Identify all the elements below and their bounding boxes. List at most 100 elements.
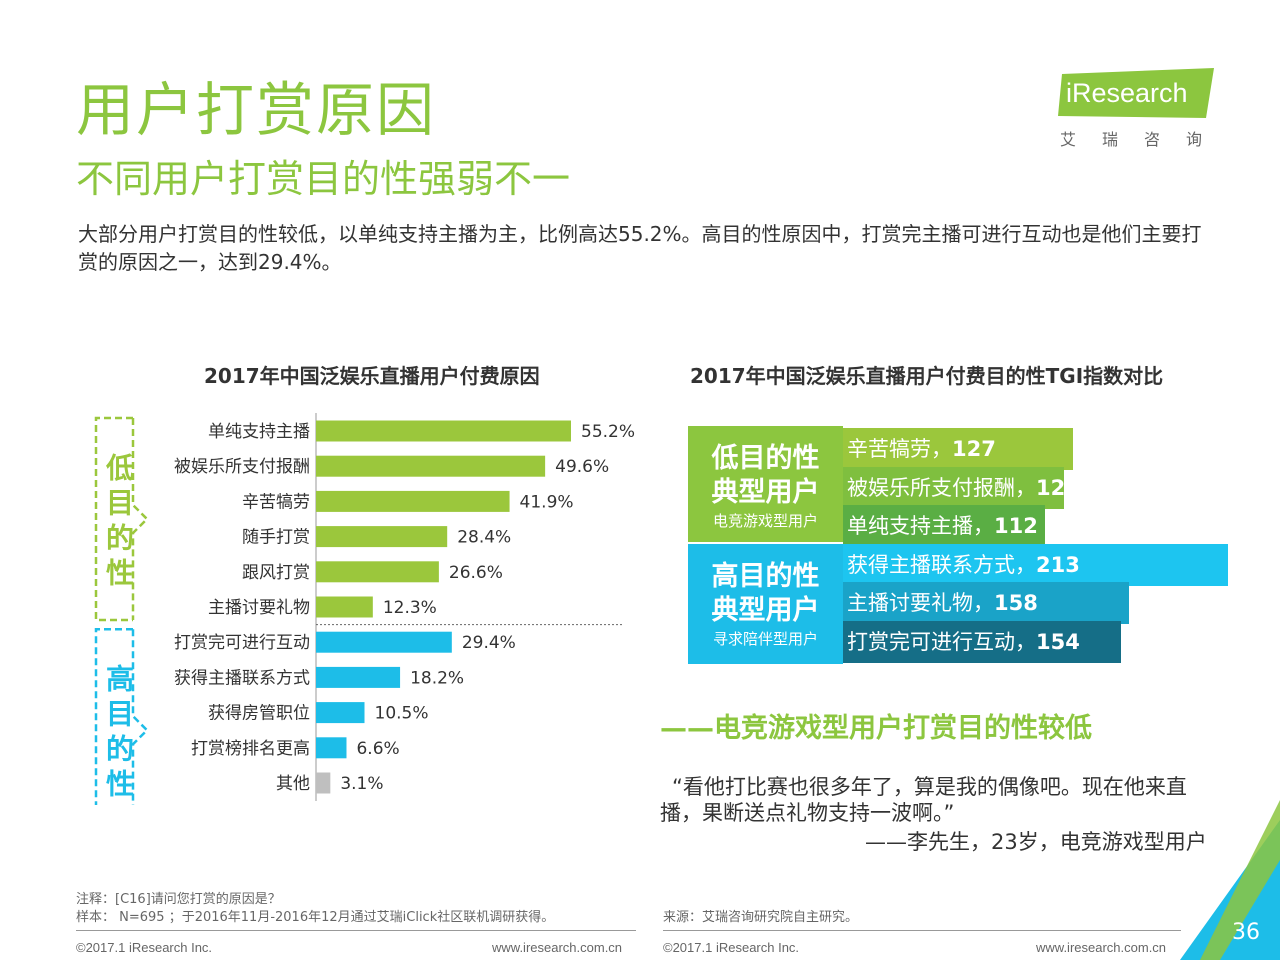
quote-attribution: ——李先生，23岁，电竞游戏型用户 xyxy=(865,830,1207,854)
category-label-5: 主播讨要礼物 xyxy=(208,598,310,618)
value-label-1: 49.6% xyxy=(555,457,609,477)
value-label-4: 26.6% xyxy=(449,563,503,583)
value-label-0: 55.2% xyxy=(581,422,635,442)
tgi-comparison-chart: 低目的性 典型用户 电竞游戏型用户 高目的性 典型用户 寻求陪伴型用户 辛苦犒劳，127 被娱… xyxy=(688,426,1248,666)
logo-text: iResearch xyxy=(1066,78,1188,108)
tgi-bar-1: 被娱乐所支付报酬，122 xyxy=(843,466,1080,509)
group-label-char-1-2: 的 xyxy=(106,733,134,766)
category-label-3: 随手打赏 xyxy=(242,528,310,548)
value-label-9: 6.6% xyxy=(356,739,399,759)
tgi-sep-0: ， xyxy=(931,437,952,461)
tgi-group-title-line1-0: 低目的性 xyxy=(711,443,820,474)
quote-line-1: “看他打比赛也很多年了，算是我的偶像吧。现在他来直 xyxy=(672,775,1187,799)
group-label-char-1-0: 高 xyxy=(106,663,134,696)
group-label-char-0-3: 性 xyxy=(106,557,134,590)
bar-3 xyxy=(316,526,448,548)
tgi-value-1: 122 xyxy=(1036,475,1080,500)
tgi-value-5: 154 xyxy=(1036,629,1080,654)
note-sample: 样本： N=695 ；于2016年11月-2016年12月通过艾瑞iClick社… xyxy=(76,910,555,925)
tgi-bar-2: 单纯支持主播，112 xyxy=(843,505,1046,547)
category-label-4: 跟风打赏 xyxy=(242,563,310,583)
bar-1 xyxy=(316,455,546,477)
footer-divider-right xyxy=(663,930,1181,931)
conclusion-text: ——电竞游戏型用户打赏目的性较低 xyxy=(660,713,1092,744)
value-label-10: 3.1% xyxy=(340,774,383,794)
footer-url-left: www.iresearch.com.cn xyxy=(492,940,623,955)
tgi-sep-2: ， xyxy=(973,514,994,538)
group-label-char-0-0: 低 xyxy=(105,452,134,485)
bar-7 xyxy=(316,666,401,688)
group-bracket-1 xyxy=(94,627,149,805)
category-label-6: 打赏完可进行互动 xyxy=(174,633,310,653)
tgi-value-2: 112 xyxy=(994,514,1038,538)
tgi-value-0: 127 xyxy=(952,437,996,461)
page-description: 大部分用户打赏目的性较低，以单纯支持主播为主，比例高达55.2%。高目的性原因中… xyxy=(78,222,1202,274)
page-title: 用户打赏原因 xyxy=(76,76,437,144)
tgi-label-0: 辛苦犒劳 xyxy=(847,437,931,461)
tgi-group-sub-0: 电竞游戏型用户 xyxy=(712,512,818,530)
tgi-group-0: 低目的性 典型用户电竞游戏型用户 xyxy=(688,426,843,542)
group-label-char-1-3: 性 xyxy=(106,768,134,801)
tgi-group-sub-1: 寻求陪伴型用户 xyxy=(712,630,818,648)
tgi-label-2: 单纯支持主播 xyxy=(847,514,973,538)
footer-copyright-left: ©2017.1 iResearch Inc. xyxy=(76,940,213,955)
category-label-10: 其他 xyxy=(276,774,310,794)
left-chart-title: 2017年中国泛娱乐直播用户付费原因 xyxy=(204,364,540,388)
quote-line-2: 播，果断送点礼物支持一波啊。” xyxy=(660,801,955,825)
tgi-bar-0: 辛苦犒劳，127 xyxy=(843,428,1073,470)
logo-cn-text: 艾瑞咨询 xyxy=(1060,130,1229,149)
value-label-7: 18.2% xyxy=(410,668,464,688)
category-label-1: 被娱乐所支付报酬 xyxy=(174,457,310,477)
group-label-char-0-1: 目 xyxy=(106,487,134,520)
value-label-6: 29.4% xyxy=(462,633,516,653)
bar-6 xyxy=(316,631,452,653)
bar-9 xyxy=(316,737,347,759)
right-chart-title: 2017年中国泛娱乐直播用户付费目的性TGI指数对比 xyxy=(690,364,1164,388)
tgi-bar-4: 主播讨要礼物，158 xyxy=(843,582,1129,624)
bar-8 xyxy=(316,702,365,724)
user-quote: “看他打比赛也很多年了，算是我的偶像吧。现在他来直 播，果断送点礼物支持一波啊。… xyxy=(660,774,1220,826)
category-label-8: 获得房管职位 xyxy=(208,704,310,724)
value-label-8: 10.5% xyxy=(375,704,429,724)
bar-10 xyxy=(316,772,331,794)
tgi-sep-4: ， xyxy=(973,591,994,615)
group-bracket-0 xyxy=(94,416,149,622)
note-question: 注释：[C16]请问您打赏的原因是？ xyxy=(76,892,281,907)
bar-5 xyxy=(316,596,373,618)
tgi-label-4: 主播讨要礼物 xyxy=(847,591,973,615)
category-label-9: 打赏榜排名更高 xyxy=(191,739,310,759)
tgi-sep-3: ， xyxy=(1015,552,1036,577)
page-number: 36 xyxy=(1232,920,1260,945)
tgi-label-1: 被娱乐所支付报酬 xyxy=(847,475,1015,500)
value-label-5: 12.3% xyxy=(383,598,437,618)
group-label-char-1-1: 目 xyxy=(106,698,134,731)
footer-url-right: www.iresearch.com.cn xyxy=(1036,940,1167,955)
value-label-3: 28.4% xyxy=(457,528,511,548)
payment-reason-bar-chart: 单纯支持主播 55.2% 被娱乐所支付报酬 49.6% 辛苦犒劳 41.9% 随手打赏 28.… xyxy=(94,413,635,805)
tgi-label-5: 打赏完可进行互动 xyxy=(847,629,1015,654)
category-label-7: 获得主播联系方式 xyxy=(174,668,310,688)
source-note: 来源：艾瑞咨询研究院自主研究。 xyxy=(663,910,859,925)
tgi-value-4: 158 xyxy=(994,591,1038,615)
group-label-char-0-2: 的 xyxy=(106,522,134,555)
tgi-bar-3: 获得主播联系方式，213 xyxy=(843,543,1228,586)
tgi-group-title-line2-1: 典型用户 xyxy=(711,595,820,626)
tgi-value-3: 213 xyxy=(1036,552,1080,577)
tgi-bar-5: 打赏完可进行互动，154 xyxy=(843,620,1122,663)
tgi-sep-5: ， xyxy=(1015,629,1036,654)
tgi-label-3: 获得主播联系方式 xyxy=(847,552,1015,577)
corner-decoration-icon xyxy=(1180,800,1280,960)
footer-divider-left xyxy=(76,930,636,931)
value-label-2: 41.9% xyxy=(520,492,574,512)
bar-2 xyxy=(316,490,510,512)
tgi-group-title-line1-1: 高目的性 xyxy=(711,561,820,592)
tgi-group-title-line2-0: 典型用户 xyxy=(711,477,820,508)
category-label-0: 单纯支持主播 xyxy=(208,422,310,442)
bar-0 xyxy=(316,420,571,442)
tgi-sep-1: ， xyxy=(1015,475,1036,500)
footer-copyright-right: ©2017.1 iResearch Inc. xyxy=(663,940,800,955)
iresearch-logo: iResearch 艾瑞咨询 xyxy=(1058,68,1223,158)
bar-4 xyxy=(316,561,439,583)
logo-mark-icon xyxy=(1058,68,1214,118)
page-subtitle: 不同用户打赏目的性强弱不一 xyxy=(76,157,571,201)
